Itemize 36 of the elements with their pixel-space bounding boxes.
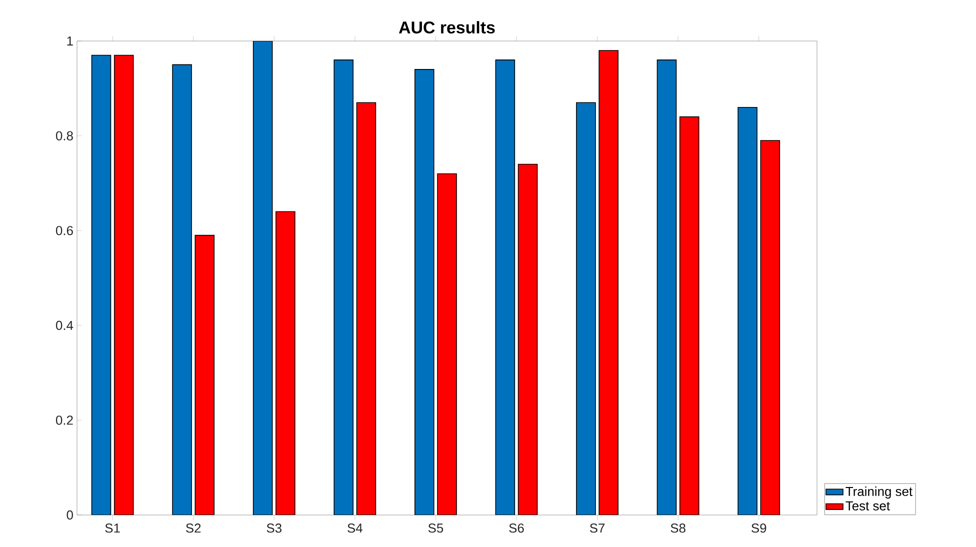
legend-label: Training set xyxy=(846,486,912,499)
bar xyxy=(760,140,780,515)
x-tick-label: S2 xyxy=(186,524,201,533)
bar xyxy=(437,173,457,515)
bar xyxy=(114,54,134,515)
bar xyxy=(598,50,618,515)
x-tick-label: S4 xyxy=(348,524,362,533)
x-tick-label: S9 xyxy=(752,524,766,533)
chart-title: AUC results xyxy=(398,21,495,34)
x-tick-label: S1 xyxy=(105,524,120,533)
x-tick-label: S7 xyxy=(590,524,605,533)
legend-label: Test set xyxy=(846,501,890,510)
x-tick-label: S8 xyxy=(670,524,686,533)
x-tick-label: S6 xyxy=(509,524,524,533)
bar xyxy=(495,60,516,515)
bar xyxy=(656,60,677,515)
bar xyxy=(414,69,434,515)
bar xyxy=(91,54,112,515)
bar xyxy=(356,102,376,515)
y-tick-label: 0.4 xyxy=(56,320,74,330)
y-tick-label: 0 xyxy=(66,510,73,520)
bar xyxy=(518,164,538,515)
bar xyxy=(252,40,273,515)
x-tick-label: S3 xyxy=(266,524,282,533)
bar xyxy=(276,211,296,515)
bar xyxy=(194,234,215,515)
bar xyxy=(738,106,758,515)
y-tick-label: 0.6 xyxy=(56,226,73,236)
bar xyxy=(334,60,354,515)
bar xyxy=(172,64,192,515)
y-tick-label: 0.2 xyxy=(56,416,73,425)
y-tick-label: 1 xyxy=(67,36,73,46)
x-tick-label: S5 xyxy=(428,524,444,533)
y-tick-label: 0.8 xyxy=(56,131,73,140)
bar xyxy=(576,102,596,515)
bar xyxy=(679,116,700,515)
